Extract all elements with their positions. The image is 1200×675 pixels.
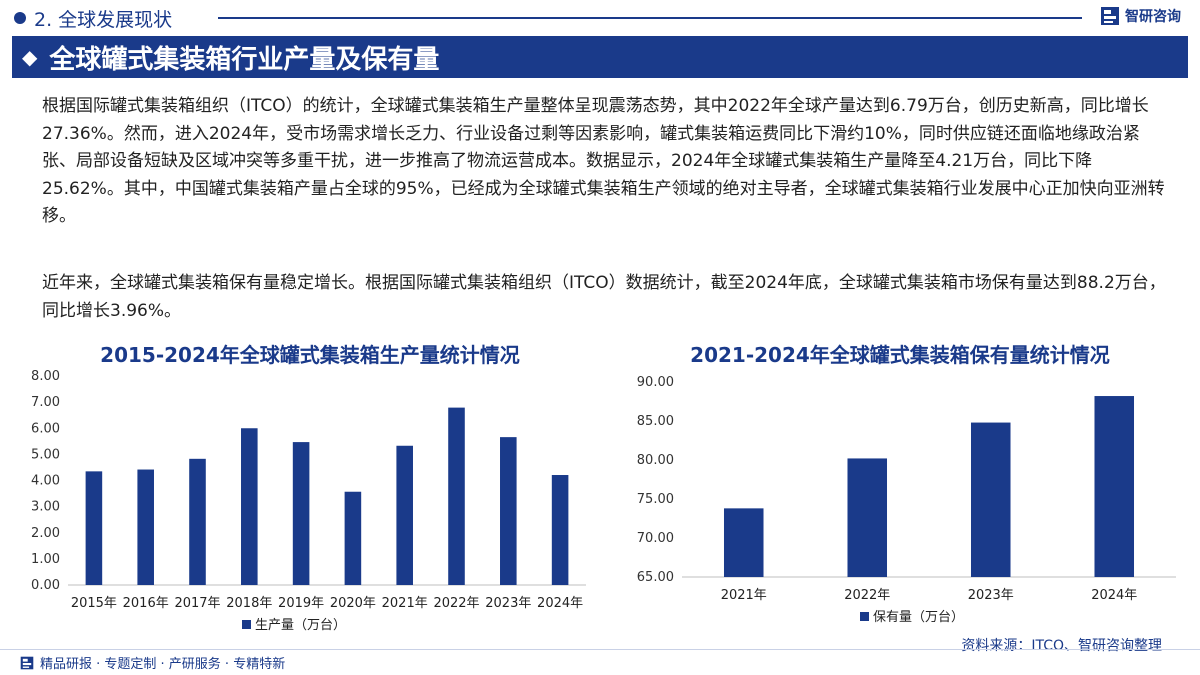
bar <box>448 407 465 585</box>
diamond-icon: ◆ <box>22 45 38 69</box>
x-tick-label: 2015年 <box>71 596 117 611</box>
chart2-title: 2021-2024年全球罐式集装箱保有量统计情况 <box>690 343 1110 367</box>
page-title: 全球罐式集装箱行业产量及保有量 <box>49 44 440 75</box>
x-tick-label: 2019年 <box>278 596 324 611</box>
page-banner: ◆ 全球罐式集装箱行业产量及保有量 <box>12 36 1188 78</box>
bar <box>189 458 206 585</box>
x-tick-label: 2021年 <box>382 596 428 611</box>
y-tick-label: 8.00 <box>31 369 60 384</box>
x-tick-label: 2024年 <box>1091 588 1137 603</box>
y-tick-label: 7.00 <box>31 395 60 410</box>
x-tick-label: 2021年 <box>721 588 767 603</box>
bar <box>847 458 888 577</box>
x-tick-label: 2022年 <box>433 596 479 611</box>
y-tick-label: 2.00 <box>31 526 60 541</box>
x-tick-label: 2016年 <box>123 596 169 611</box>
y-tick-label: 0.00 <box>31 578 60 593</box>
brand-logo-icon <box>1101 7 1119 25</box>
bar <box>970 422 1011 577</box>
bar <box>292 442 310 585</box>
section-divider <box>218 17 1082 19</box>
section-bullet <box>14 12 26 24</box>
x-tick-label: 2024年 <box>537 596 583 611</box>
footer-divider <box>0 649 1200 650</box>
x-tick-label: 2018年 <box>226 596 272 611</box>
footer-tagline: 精品研报 · 专题定制 · 产研服务 · 专精特新 <box>20 653 285 672</box>
x-tick-label: 2022年 <box>844 588 890 603</box>
brand-logo: 智研咨询 <box>1100 6 1181 26</box>
y-tick-label: 6.00 <box>31 421 60 436</box>
footer-tagline-text: 精品研报 · 专题定制 · 产研服务 · 专精特新 <box>40 657 286 672</box>
y-tick-label: 1.00 <box>31 552 60 567</box>
y-tick-label: 3.00 <box>31 500 60 515</box>
brand-name: 智研咨询 <box>1125 9 1181 25</box>
legend-label: 保有量（万台） <box>873 610 964 625</box>
bar <box>1094 396 1135 577</box>
legend-label: 生产量（万台） <box>255 618 346 633</box>
body-paragraph-2: 近年来，全球罐式集装箱保有量稳定增长。根据国际罐式集装箱组织（ITCO）数据统计… <box>42 273 1166 321</box>
y-tick-label: 70.00 <box>637 531 674 546</box>
y-tick-label: 80.00 <box>637 453 674 468</box>
legend-swatch <box>242 620 251 629</box>
x-tick-label: 2020年 <box>330 596 376 611</box>
y-tick-label: 90.00 <box>637 375 674 390</box>
data-source: 资料来源：ITCO、智研咨询整理 <box>961 638 1162 654</box>
production-bar-chart: 0.00 1.00 2.00 3.00 4.00 5.00 6.00 7.00 8.00 2015… <box>31 369 586 633</box>
x-tick-label: 2017年 <box>174 596 220 611</box>
chart1-title: 2015-2024年全球罐式集装箱生产量统计情况 <box>100 343 520 367</box>
y-tick-label: 4.00 <box>31 474 60 489</box>
bar <box>500 437 517 585</box>
bar <box>723 508 764 577</box>
y-tick-label: 75.00 <box>637 492 674 507</box>
bar <box>551 475 569 585</box>
bar <box>137 469 154 585</box>
x-tick-label: 2023年 <box>485 596 531 611</box>
footer-logo-icon <box>20 656 34 669</box>
x-tick-label: 2023年 <box>968 588 1014 603</box>
legend-swatch <box>860 612 869 621</box>
y-tick-label: 65.00 <box>637 570 674 585</box>
bar <box>241 428 258 585</box>
body-paragraph-1: 根据国际罐式集装箱组织（ITCO）的统计，全球罐式集装箱生产量整体呈现震荡态势，… <box>42 96 1165 226</box>
bar <box>344 491 362 585</box>
y-tick-label: 85.00 <box>637 414 674 429</box>
section-title: 2. 全球发展现状 <box>34 9 173 31</box>
stock-bar-chart: 65.00 70.00 75.00 80.00 85.00 90.00 2021年 2022年… <box>637 375 1176 625</box>
bar <box>396 445 413 585</box>
y-tick-label: 5.00 <box>31 447 60 462</box>
bar <box>85 471 103 585</box>
